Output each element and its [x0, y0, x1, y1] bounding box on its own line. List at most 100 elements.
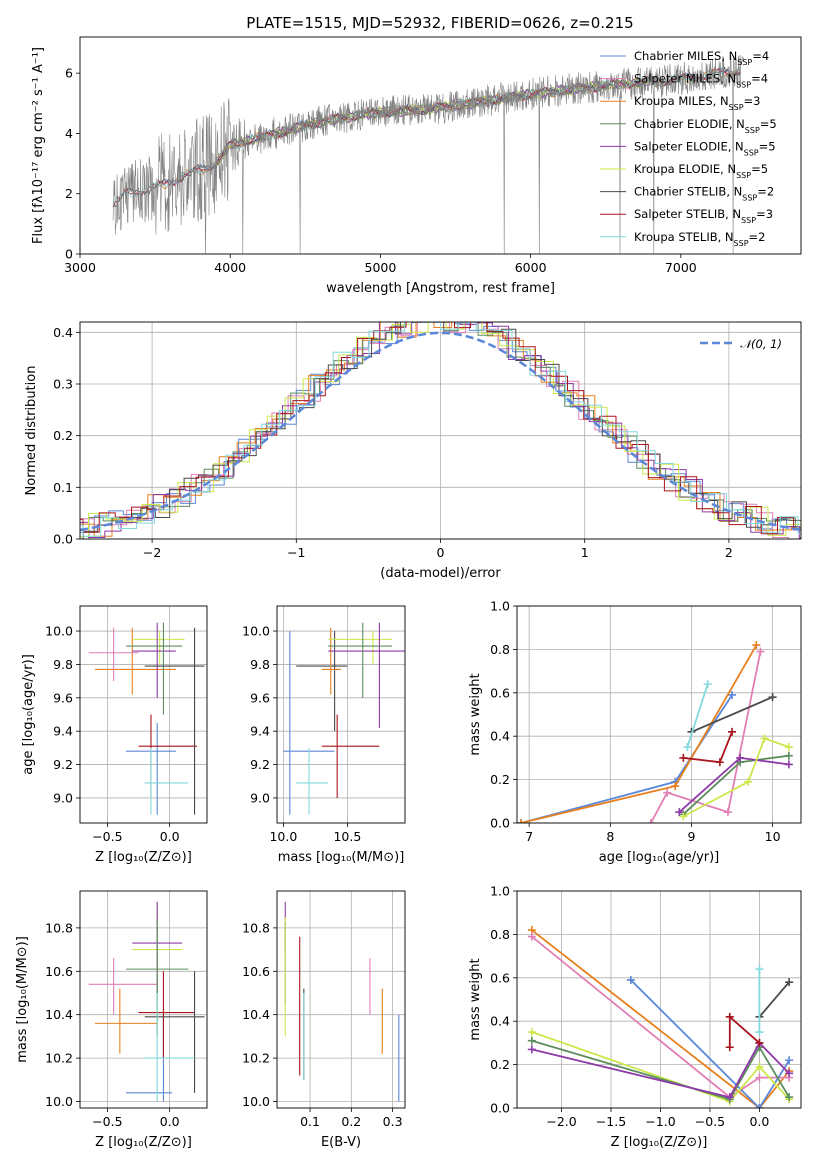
x-tick-label: 7000: [665, 260, 697, 275]
y-tick-label: 10.0: [242, 624, 270, 639]
plot-area: [88, 622, 205, 815]
series-line-cM: [630, 979, 790, 1108]
series-line-pink: [650, 651, 762, 823]
series-point: [527, 1045, 536, 1054]
y-tick-label: 0.2: [490, 772, 510, 787]
series-line-kE: [682, 737, 790, 818]
y-tick-label: 9.0: [250, 790, 270, 805]
x-tick-label: 0: [437, 545, 445, 560]
y-tick-label: 10.0: [242, 1094, 270, 1109]
series-line-kM: [531, 929, 790, 1108]
y-tick-label: 0.6: [490, 970, 510, 985]
histogram-cM: [80, 322, 801, 539]
y-tick-label: 10.2: [45, 1051, 73, 1066]
x-tick-label: 10.0: [269, 829, 297, 844]
legend-entry: Salpeter STELIB, NSSP=3: [634, 207, 773, 225]
plot-area: [112, 55, 745, 254]
y-tick-label: 10.0: [45, 624, 73, 639]
legend-entry: Kroupa MILES, NSSP=3: [634, 94, 760, 112]
x-tick-label: 0.0: [160, 829, 180, 844]
y-tick-label: 0.0: [490, 816, 510, 831]
chart-mass_vs_Z: −0.5 0.0 10.0 10.2 10.4 10.6 10.8 Z [log₁₀(Z/Z⊙…: [15, 890, 208, 1150]
y-tick-label: 10.4: [45, 1007, 73, 1022]
series-point: [755, 1038, 764, 1047]
series-line-cS: [691, 696, 773, 733]
x-axis-label: (data-model)/error: [380, 566, 501, 581]
x-tick-label: −2.0: [546, 1114, 576, 1129]
series-point: [755, 1028, 764, 1037]
series-point: [671, 782, 680, 791]
axes-frame: [79, 36, 802, 255]
chart-spectrum: 3000 4000 5000 6000 7000 0 2 4 6 wavelength [Angs…: [31, 36, 802, 296]
y-tick-label: 9.6: [250, 690, 270, 705]
y-tick-label: 4: [65, 126, 73, 141]
series-point: [517, 819, 526, 823]
series-line-cE: [531, 1039, 790, 1101]
legend-entry: Chabrier STELIB, NSSP=2: [634, 185, 774, 203]
axes-frame: [516, 890, 802, 1109]
figure-title: PLATE=1515, MJD=52932, FIBERID=0626, z=0…: [246, 14, 633, 32]
series-point: [626, 975, 635, 984]
plot-area: [527, 926, 794, 1108]
y-tick-label: 9.4: [250, 724, 270, 739]
series-point: [785, 1093, 794, 1102]
y-axis-label: Flux [fλ10⁻¹⁷ erg cm⁻² s⁻¹ A⁻¹]: [31, 47, 46, 244]
plot-area: [517, 641, 793, 823]
y-tick-label: 9.2: [53, 757, 73, 772]
chart-age_vs_mass: 10.0 10.5 9.0 9.2 9.4 9.6 9.8 10.0 mass [log₁₀(M…: [242, 605, 406, 865]
series-point: [784, 751, 793, 760]
histogram-kM: [80, 322, 801, 537]
x-tick-label: 10: [765, 829, 781, 844]
histogram-sS: [80, 322, 801, 535]
y-tick-label: 0.2: [53, 428, 73, 443]
x-tick-label: 5000: [365, 260, 397, 275]
x-tick-label: −0.5: [695, 1114, 725, 1129]
x-tick-label: 0.0: [749, 1114, 769, 1129]
y-tick-label: 0.2: [490, 1057, 510, 1072]
observed-spectrum: [112, 55, 745, 254]
x-tick-label: 3000: [64, 260, 96, 275]
plot-area: [284, 901, 400, 1102]
x-axis-label: age [log₁₀(age/yr)]: [599, 850, 720, 865]
y-tick-label: 0.8: [490, 642, 510, 657]
x-tick-label: 0.3: [383, 1114, 403, 1129]
series-point: [527, 1028, 536, 1037]
series-point: [784, 760, 793, 769]
plot-area: [88, 901, 205, 1102]
series-point: [784, 743, 793, 752]
legend-entry: 𝒩(0, 1): [740, 337, 782, 351]
x-tick-label: 6000: [515, 260, 547, 275]
x-tick-label: 7: [525, 829, 533, 844]
x-tick-label: 4000: [214, 260, 246, 275]
histogram-cS: [80, 322, 801, 539]
x-tick-label: 8: [606, 829, 614, 844]
x-tick-label: −1: [287, 545, 305, 560]
series-point: [663, 788, 672, 797]
series-point: [744, 777, 753, 786]
y-tick-label: 0: [65, 247, 73, 262]
series-point: [715, 758, 724, 767]
y-tick-label: 9.2: [250, 757, 270, 772]
histogram-kE: [80, 322, 801, 537]
x-tick-label: 10.5: [333, 829, 361, 844]
y-tick-label: 0.8: [490, 927, 510, 942]
x-tick-label: 2: [725, 545, 733, 560]
y-tick-label: 0.3: [53, 377, 73, 392]
y-axis-label: mass weight: [468, 673, 483, 755]
y-tick-label: 0.4: [490, 1014, 510, 1029]
legend-entry: Kroupa STELIB, NSSP=2: [634, 230, 765, 248]
axes-frame: [79, 890, 208, 1109]
x-tick-label: −0.5: [92, 829, 122, 844]
x-axis-label: Z [log₁₀(Z/Z⊙)]: [95, 1135, 192, 1150]
series-point: [760, 734, 769, 743]
y-tick-label: 1.0: [490, 884, 510, 899]
series-point: [679, 753, 688, 762]
chart-weight_vs_Z: −2.0 −1.5 −1.0 −0.5 0.0 0.0 0.2 0.4 0.6 0.8 1.0 Z […: [468, 884, 802, 1150]
series-line-cS: [758, 981, 790, 1018]
axes-frame: [276, 605, 406, 824]
y-tick-label: 0.0: [490, 1101, 510, 1116]
x-tick-label: −1.0: [645, 1114, 675, 1129]
axes-frame: [79, 605, 208, 824]
gaussian-curve: [80, 331, 801, 532]
